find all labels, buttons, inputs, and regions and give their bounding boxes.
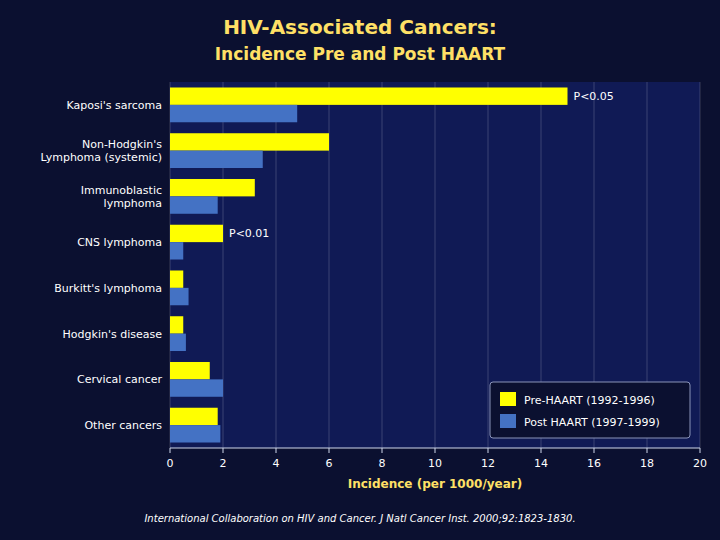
tick-mark [170, 448, 171, 453]
tick-mark [435, 448, 436, 453]
chart: HIV-Associated Cancers: Incidence Pre and… [0, 0, 720, 540]
category-label: Non-Hodgkin'sLymphoma (systemic) [41, 138, 163, 164]
bar [170, 408, 218, 425]
category-label: Hodgkin's disease [63, 328, 163, 341]
category-label: CNS lymphoma [77, 236, 162, 249]
legend: Pre-HAART (1992-1996) Post HAART (1997-19… [490, 382, 690, 438]
footnote: International Collaboration on HIV and C… [144, 513, 575, 524]
tick-label: 4 [273, 457, 280, 470]
grid-line [435, 82, 436, 448]
bar [170, 151, 263, 168]
bar [170, 133, 329, 150]
tick-mark [223, 448, 224, 453]
grid-line [700, 82, 701, 448]
bar [170, 87, 568, 104]
bar [170, 288, 189, 305]
x-axis-label: Incidence (per 1000/year) [348, 477, 523, 491]
bar [170, 242, 183, 259]
bar [170, 379, 223, 396]
tick-label: 10 [428, 457, 442, 470]
tick-label: 0 [167, 457, 174, 470]
tick-mark [382, 448, 383, 453]
tick-mark [647, 448, 648, 453]
legend-label: Pre-HAART (1992-1996) [524, 394, 655, 407]
grid-line [488, 82, 489, 448]
tick-label: 8 [379, 457, 386, 470]
bar [170, 334, 186, 351]
legend-box [490, 382, 690, 438]
background [0, 0, 720, 540]
grid-line [382, 82, 383, 448]
tick-label: 14 [534, 457, 548, 470]
legend-label: Post HAART (1997-1999) [524, 416, 660, 429]
annotation: P<0.01 [229, 227, 269, 240]
tick-label: 6 [326, 457, 333, 470]
tick-label: 20 [693, 457, 707, 470]
bar [170, 105, 297, 122]
tick-label: 2 [220, 457, 227, 470]
category-label: Cervical cancer [77, 373, 162, 386]
tick-mark [329, 448, 330, 453]
bar [170, 225, 223, 242]
tick-mark [594, 448, 595, 453]
bar [170, 196, 218, 213]
category-label: Burkitt's lymphoma [54, 282, 162, 295]
plot-area [170, 82, 700, 448]
tick-label: 12 [481, 457, 495, 470]
x-axis-line [170, 448, 700, 449]
tick-mark [488, 448, 489, 453]
bar [170, 270, 183, 287]
bar [170, 425, 220, 442]
tick-mark [700, 448, 701, 453]
legend-swatch [500, 414, 516, 428]
tick-mark [541, 448, 542, 453]
subtitle: Incidence Pre and Post HAART [215, 44, 506, 64]
bar [170, 316, 183, 333]
category-label: Other cancers [84, 419, 162, 432]
tick-mark [276, 448, 277, 453]
category-label: Immunoblasticlymphoma [81, 184, 162, 210]
bar [170, 362, 210, 379]
title: HIV-Associated Cancers: [223, 15, 497, 39]
legend-swatch [500, 392, 516, 406]
tick-label: 18 [640, 457, 654, 470]
chart-container: HIV-Associated Cancers: Incidence Pre and… [0, 0, 720, 540]
bar [170, 179, 255, 196]
annotation: P<0.05 [574, 90, 614, 103]
category-label: Kaposi's sarcoma [67, 99, 163, 112]
tick-label: 16 [587, 457, 601, 470]
